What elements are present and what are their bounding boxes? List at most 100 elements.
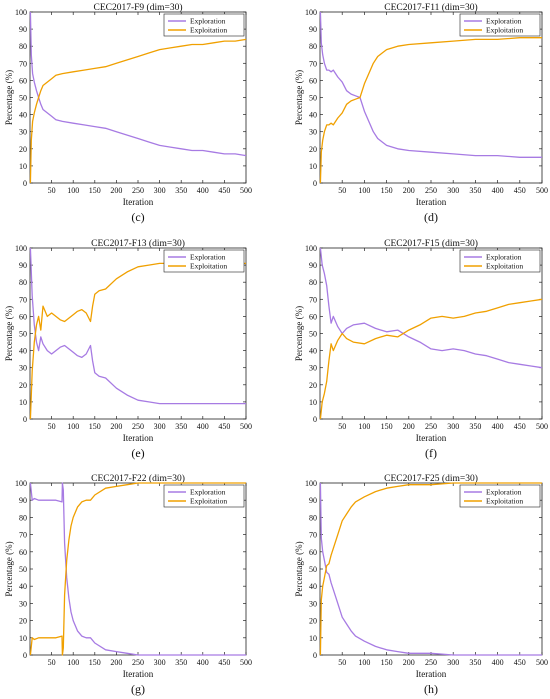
series-line-exploration [319,11,542,158]
series-line-exploitation [29,482,246,656]
y-tick-label: 50 [19,94,27,103]
x-tick-label: 300 [154,658,166,667]
x-tick-label: 250 [425,422,437,431]
y-tick-label: 10 [19,398,27,407]
x-tick-label: 350 [175,658,187,667]
chart-title: CEC2017-F22 (dim=30) [91,473,185,484]
y-tick-label: 70 [19,531,27,540]
legend-label: Exploitation [486,26,523,35]
x-tick-label: 350 [469,422,481,431]
x-tick-label: 150 [381,422,393,431]
plot-area-frame [29,482,247,656]
x-tick-label: 500 [536,186,548,195]
subfigure-caption: (f) [425,446,437,460]
x-tick-label: 350 [175,422,187,431]
y-tick-label: 0 [313,651,317,660]
y-tick-label: 0 [23,179,27,188]
x-tick-label: 150 [89,422,101,431]
x-tick-label: 200 [110,186,122,195]
x-tick-label: 400 [197,658,209,667]
y-tick-label: 100 [305,479,317,488]
y-tick-label: 30 [309,128,317,137]
series-line-exploration [319,247,543,369]
chart-panel-4: 0 10 20 30 40 50 60 70 80 90 100 50 100 150 200 250 300 3… [294,238,548,460]
y-tick-label: 60 [19,548,27,557]
y-tick-label: 90 [309,261,317,270]
y-tick-label: 90 [309,25,317,34]
y-tick-label: 70 [309,59,317,68]
y-tick-label: 10 [19,634,27,643]
plot-area-frame [29,11,247,184]
y-tick-label: 50 [309,330,317,339]
subfigure-caption: (d) [424,210,438,224]
plot-area-frame [319,11,543,184]
series-line-exploration [29,11,247,157]
y-tick-label: 40 [309,111,317,120]
x-axis-label: Iteration [123,669,154,679]
x-tick-label: 200 [403,658,415,667]
x-tick-label: 300 [447,186,459,195]
x-tick-label: 450 [514,658,526,667]
x-tick-label: 100 [67,422,79,431]
y-tick-label: 100 [305,8,317,17]
x-tick-label: 200 [110,658,122,667]
x-tick-label: 150 [89,186,101,195]
x-tick-label: 100 [67,658,79,667]
chart-title: CEC2017-F11 (dim=30) [384,2,477,13]
y-tick-label: 10 [309,162,317,171]
plot-area-frame [319,482,543,656]
x-tick-label: 200 [403,422,415,431]
y-tick-label: 80 [309,513,317,522]
y-tick-label: 80 [309,42,317,51]
y-tick-label: 50 [19,565,27,574]
chart-title: CEC2017-F15 (dim=30) [384,238,478,249]
x-tick-label: 450 [218,186,230,195]
y-tick-label: 60 [309,312,317,321]
y-tick-label: 0 [313,179,317,188]
series-line-exploration [29,247,246,405]
x-tick-label: 500 [240,658,252,667]
x-tick-label: 100 [358,186,370,195]
x-tick-label: 400 [197,186,209,195]
x-tick-label: 450 [514,422,526,431]
y-tick-label: 90 [309,496,317,505]
y-tick-label: 20 [19,145,27,154]
series-line-exploitation [319,298,543,420]
y-tick-label: 40 [309,582,317,591]
x-tick-label: 500 [536,422,548,431]
subfigure-caption: (e) [131,446,144,460]
legend-label: Exploration [190,488,226,497]
legend-label: Exploitation [190,26,227,35]
legend-label: Exploration [486,488,522,497]
series-line-exploration [29,482,246,656]
y-axis-label: Percentage (%) [4,541,14,596]
y-tick-label: 90 [19,25,27,34]
x-tick-label: 100 [358,422,370,431]
legend-label: Exploration [190,17,226,26]
y-tick-label: 70 [309,531,317,540]
x-tick-label: 50 [48,186,56,195]
x-tick-label: 200 [110,422,122,431]
legend-label: Exploitation [190,497,227,506]
y-tick-label: 90 [19,261,27,270]
chart-title: CEC2017-F9 (dim=30) [93,2,182,13]
y-tick-label: 100 [15,244,27,253]
y-tick-label: 70 [309,295,317,304]
y-tick-label: 90 [19,496,27,505]
y-tick-label: 0 [23,415,27,424]
y-axis-label: Percentage (%) [294,306,304,361]
y-tick-label: 10 [309,634,317,643]
y-tick-label: 80 [19,513,27,522]
y-tick-label: 30 [309,599,317,608]
x-axis-label: Iteration [416,197,447,207]
chart-panel-3: 0 10 20 30 40 50 60 70 80 90 100 50 100 150 200 250 300 3… [4,238,252,460]
y-tick-label: 40 [19,111,27,120]
chart-title: CEC2017-F13 (dim=30) [91,238,185,249]
legend-label: Exploration [190,253,226,262]
subfigure-caption: (g) [131,682,145,696]
x-tick-label: 50 [338,422,346,431]
y-tick-label: 30 [19,364,27,373]
y-tick-label: 20 [309,381,317,390]
legend-label: Exploration [486,253,522,262]
